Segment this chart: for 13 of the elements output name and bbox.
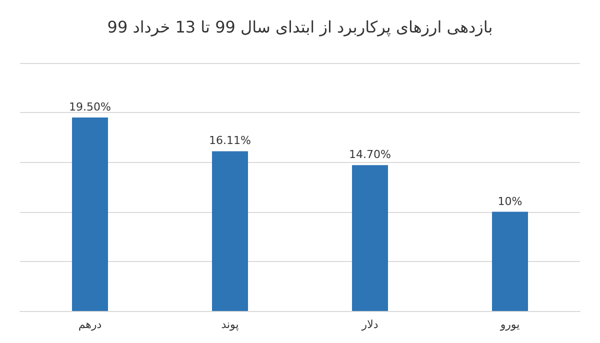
data-label: 19.50% (69, 100, 111, 114)
data-label: 10% (498, 194, 522, 208)
bar (72, 118, 108, 311)
x-tick-label: دلار (360, 318, 378, 331)
bar (212, 151, 248, 311)
chart-title: بازدهی ارزهای پرکاربرد از ابتدای سال 99 تا 13 خرداد 99 (107, 18, 493, 36)
data-label: 14.70% (349, 148, 391, 162)
bar (352, 165, 388, 311)
x-tick-label: پوند (221, 318, 239, 331)
bar (492, 212, 528, 311)
data-label: 16.11% (209, 134, 251, 148)
x-tick-label: یورو (499, 318, 520, 331)
x-tick-label: درهم (78, 318, 102, 331)
